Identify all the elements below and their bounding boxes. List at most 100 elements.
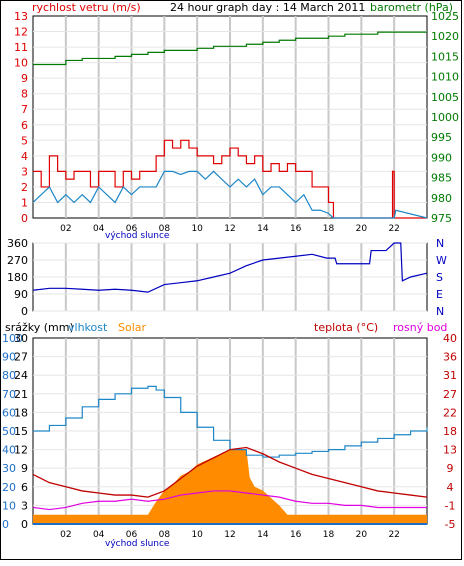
wind-tick-label: 6 (21, 119, 28, 132)
baro-tick-label: 1000 (431, 111, 459, 124)
humidity-tick-label: 24 (14, 369, 28, 382)
rain-tick-label: 40 (2, 444, 16, 457)
rain-axis-label: srážky (mm) (5, 321, 74, 334)
temp-tick-label: 22 (443, 406, 457, 419)
panel1-x-tick-label: 02 (60, 224, 71, 234)
sunrise-label-top: východ slunce (105, 231, 170, 241)
wind-tick-label: 1 (21, 196, 28, 209)
wind-tick-label: 7 (21, 103, 28, 116)
baro-axis-label: barometr (hPa) (370, 1, 453, 14)
panel3-x-tick-label: 10 (191, 530, 203, 540)
rain-tick-label: 60 (2, 406, 16, 419)
panel3-x-tick-label: 04 (93, 530, 105, 540)
wind-tick-label: 12 (14, 26, 28, 39)
baro-series-line (33, 31, 427, 66)
panel1-x-tick-label: 18 (323, 224, 335, 234)
panel3-x-tick-label: 02 (60, 530, 71, 540)
temp-tick-label: 9 (447, 462, 454, 475)
wind-tick-label: 5 (21, 134, 28, 147)
humidity-axis-label: vlhkost (68, 321, 108, 334)
rain-tick-label: 20 (2, 481, 16, 494)
humidity-tick-label: 12 (14, 444, 28, 457)
rain-tick-label: 70 (2, 388, 16, 401)
dewpoint-series-line (32, 490, 427, 511)
wind-tick-label: 2 (21, 181, 28, 194)
sunrise-label-bottom: východ slunce (105, 539, 170, 549)
panel1-x-tick-label: 10 (191, 224, 203, 234)
direction-tick-label: 0 (21, 305, 28, 318)
wind-tick-label: 11 (14, 41, 28, 54)
compass-label: S (436, 271, 443, 284)
baro-tick-label: 1015 (431, 50, 459, 63)
dewpoint-axis-label: rosný bod (393, 321, 447, 334)
compass-label: N (436, 237, 444, 250)
humidity-tick-label: 0 (21, 518, 28, 531)
rain-tick-label: 10 (2, 499, 16, 512)
gust-series-line (33, 139, 427, 219)
temperature-series-line (32, 446, 428, 498)
panel3-x-tick-label: 12 (224, 530, 235, 540)
direction-series-line (32, 242, 428, 293)
baro-tick-label: 1025 (431, 10, 459, 23)
humidity-tick-label: 30 (14, 332, 28, 345)
compass-label: W (436, 254, 447, 267)
rain-tick-label: 80 (2, 369, 16, 382)
panel1-x-tick-label: 14 (257, 224, 269, 234)
temp-tick-label: 27 (443, 388, 457, 401)
wind-tick-label: 10 (14, 57, 28, 70)
rain-tick-label: 30 (2, 462, 16, 475)
direction-tick-label: 360 (7, 237, 28, 250)
panel1-x-tick-label: 04 (93, 224, 105, 234)
direction-tick-label: 270 (7, 254, 28, 267)
temp-tick-label: 13 (443, 444, 457, 457)
panel1-x-tick-label: 06 (126, 224, 138, 234)
baro-tick-label: 980 (431, 192, 452, 205)
humidity-tick-label: 6 (21, 481, 28, 494)
panel3-x-tick-label: 16 (290, 530, 302, 540)
humidity-tick-label: 9 (21, 462, 28, 475)
temp-tick-label: 36 (443, 351, 457, 364)
humidity-tick-label: 21 (14, 388, 28, 401)
temp-tick-label: 40 (443, 332, 457, 345)
panel3-x-tick-label: 08 (159, 530, 171, 540)
rain-tick-label: 100 (2, 332, 23, 345)
wind-tick-label: 3 (21, 165, 28, 178)
temp-axis-label: teplota (°C) (314, 321, 378, 334)
rain-tick-label: 90 (2, 351, 16, 364)
rain-tick-label: 50 (2, 425, 16, 438)
compass-label: N (436, 305, 444, 318)
panel3-x-tick-label: 14 (257, 530, 269, 540)
compass-label: E (436, 288, 443, 301)
panel3-x-tick-label: 06 (126, 530, 138, 540)
wind-tick-label: 0 (21, 212, 28, 225)
wind-series-line (32, 170, 428, 219)
temp-tick-label: -1 (445, 499, 456, 512)
panel1-x-tick-label: 22 (388, 224, 399, 234)
wind-tick-label: 8 (21, 88, 28, 101)
panel1-x-tick-label: 12 (224, 224, 235, 234)
wind-tick-label: 13 (14, 10, 28, 23)
wind-tick-label: 4 (21, 150, 28, 163)
temp-tick-label: 18 (443, 425, 457, 438)
temp-tick-label: 31 (443, 369, 457, 382)
humidity-tick-label: 3 (21, 499, 28, 512)
baro-tick-label: 1020 (431, 30, 459, 43)
direction-tick-label: 180 (7, 271, 28, 284)
humidity-tick-label: 27 (14, 351, 28, 364)
solar-axis-label: Solar (118, 321, 147, 334)
temp-tick-label: 4 (447, 481, 454, 494)
solar-series-area (33, 449, 427, 524)
panel3-x-tick-label: 18 (323, 530, 335, 540)
panel3-x-tick-label: 22 (388, 530, 399, 540)
baro-tick-label: 1005 (431, 91, 459, 104)
temp-tick-label: -5 (445, 518, 456, 531)
chart-title: 24 hour graph day : 14 March 2011 (170, 1, 365, 14)
direction-tick-label: 90 (14, 288, 28, 301)
wind-tick-label: 9 (21, 72, 28, 85)
baro-tick-label: 985 (431, 172, 452, 185)
wind-axis-label: rychlost vetru (m/s) (32, 1, 141, 14)
panel1-x-tick-label: 20 (356, 224, 368, 234)
panel1-x-tick-label: 08 (159, 224, 171, 234)
